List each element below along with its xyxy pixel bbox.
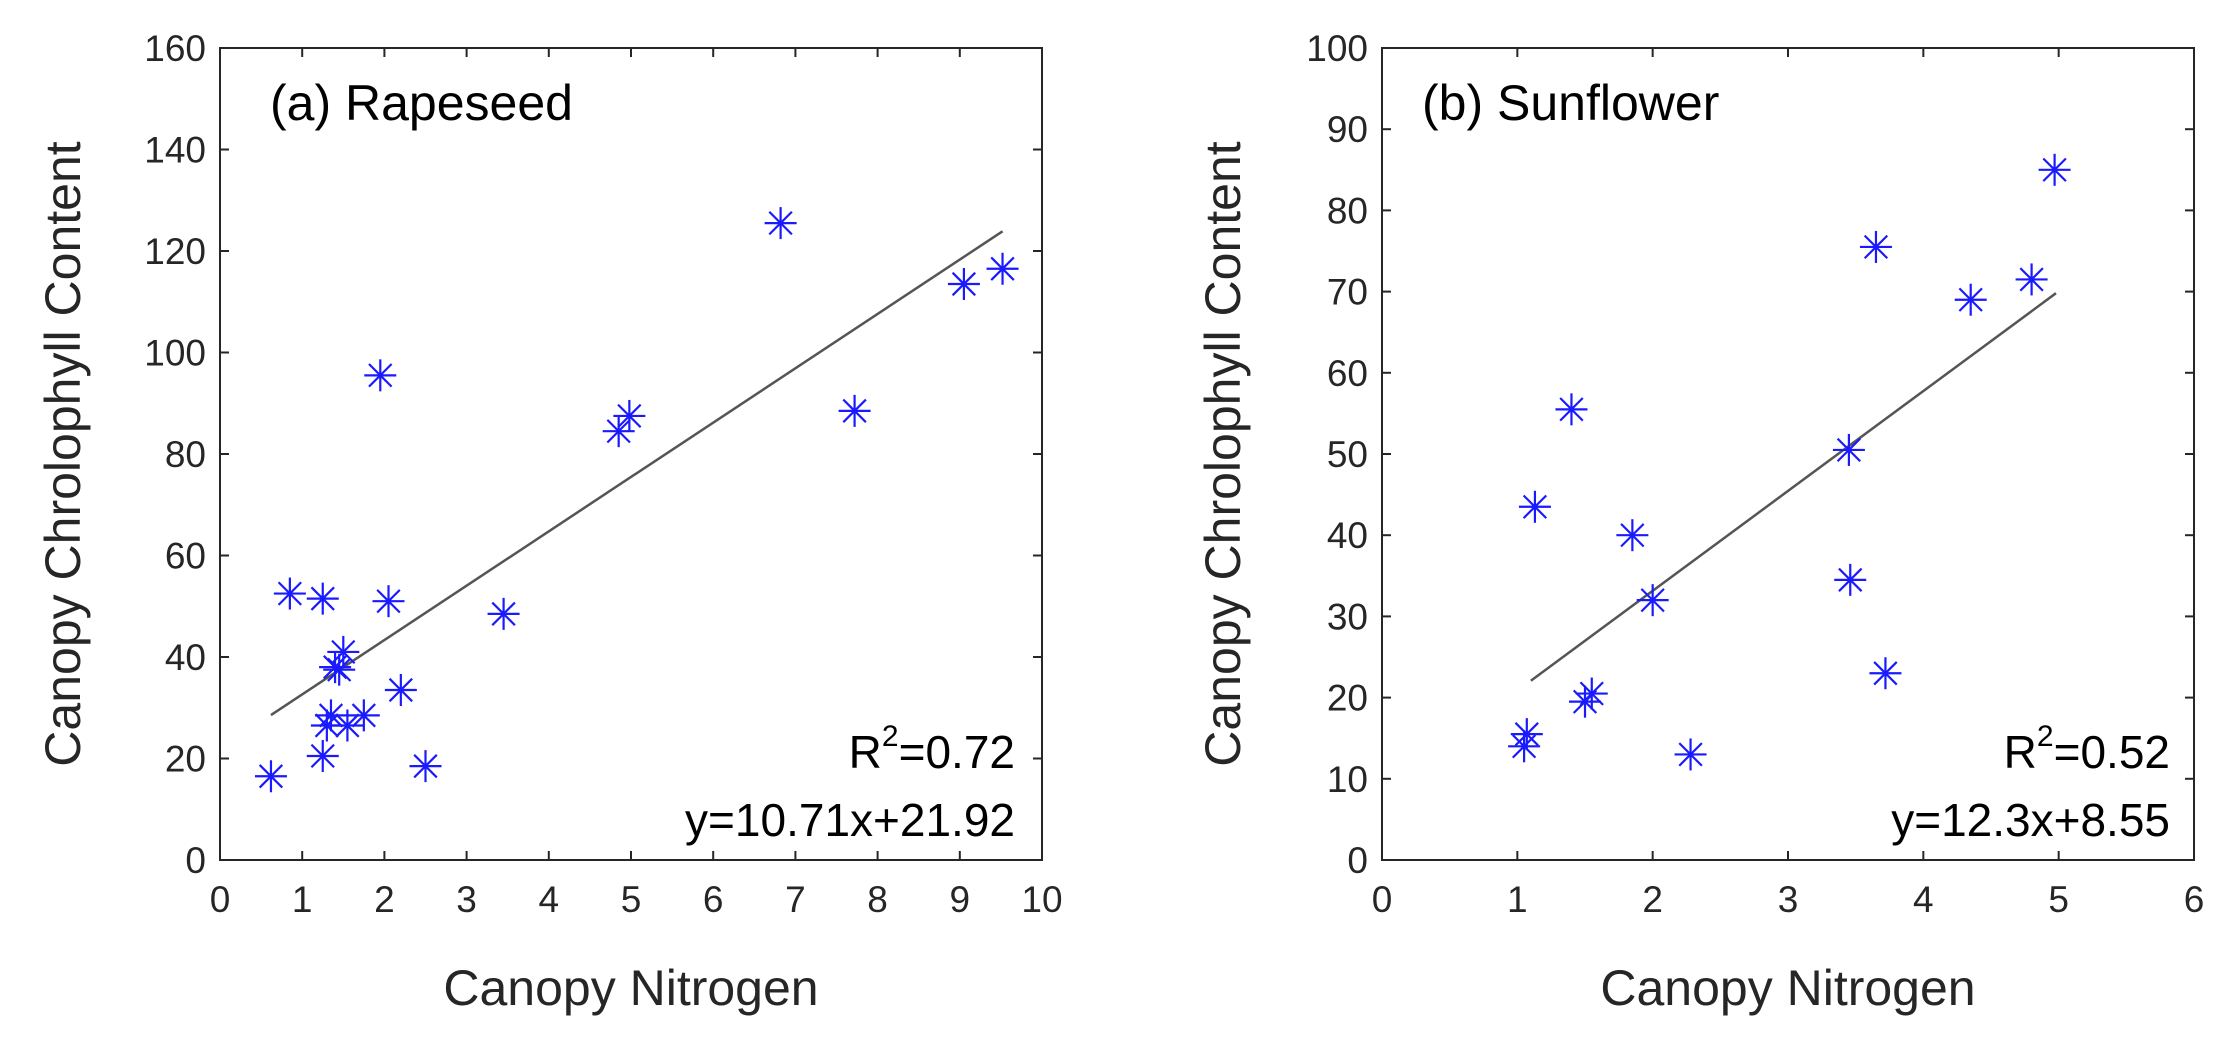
panel-a-x-axis-label: Canopy Nitrogen xyxy=(443,960,818,1016)
x-tick-label: 1 xyxy=(292,879,313,920)
y-tick-label: 20 xyxy=(165,739,206,780)
x-tick-label: 3 xyxy=(1778,879,1799,920)
data-point xyxy=(409,750,442,783)
x-tick-label: 6 xyxy=(703,879,724,920)
data-point xyxy=(2038,153,2071,186)
fit-line xyxy=(270,230,1004,717)
x-tick-label: 1 xyxy=(1507,879,1528,920)
data-point xyxy=(331,709,364,742)
panel-a-fit-line-group xyxy=(270,230,1004,717)
x-tick-label: 10 xyxy=(1021,879,1062,920)
panel-b-x-axis-label: Canopy Nitrogen xyxy=(1600,960,1975,1016)
x-tick-label: 6 xyxy=(2184,879,2205,920)
y-tick-label: 90 xyxy=(1327,109,1368,150)
x-tick-label: 2 xyxy=(1642,879,1663,920)
y-tick-label: 70 xyxy=(1327,272,1368,313)
data-point xyxy=(613,399,646,432)
data-point xyxy=(384,673,417,706)
data-point xyxy=(372,585,405,618)
panel-b-points xyxy=(1508,153,2071,771)
data-point xyxy=(838,394,871,427)
panel-a: 0 20 40 60 80 100 120 140 160 0 1 2 3 4 5 6 7 8 9 10 (a) R… xyxy=(35,28,1063,1016)
y-tick-label: 120 xyxy=(144,231,206,272)
y-tick-label: 10 xyxy=(1327,759,1368,800)
data-point xyxy=(254,760,287,793)
x-tick-label: 2 xyxy=(374,879,395,920)
data-point xyxy=(273,577,306,610)
data-point xyxy=(1518,490,1551,523)
panel-b-r2: R2=0.52 xyxy=(2004,720,2170,778)
x-tick-label: 5 xyxy=(2048,879,2069,920)
data-point xyxy=(1510,718,1543,751)
x-tick-label: 5 xyxy=(621,879,642,920)
data-point xyxy=(487,597,520,630)
panel-b: 0 10 20 30 40 50 60 70 80 90 100 0 1 2 3 4 5 6 (b) Sunfl… xyxy=(1195,28,2204,1016)
data-point xyxy=(1575,677,1608,710)
data-point xyxy=(1832,433,1865,466)
fit-line xyxy=(1530,292,2057,682)
y-tick-label: 100 xyxy=(144,333,206,374)
y-tick-label: 30 xyxy=(1327,596,1368,637)
panel-b-y-axis-label: Canopy Chrolophyll Content xyxy=(1195,141,1251,766)
data-point xyxy=(1869,657,1902,690)
panel-b-equation: y=12.3x+8.55 xyxy=(1891,794,2170,846)
panel-b-y-ticks: 0 10 20 30 40 50 60 70 80 90 100 xyxy=(1306,28,2194,881)
y-tick-label: 140 xyxy=(144,130,206,171)
y-tick-label: 40 xyxy=(1327,515,1368,556)
y-tick-label: 50 xyxy=(1327,434,1368,475)
data-point xyxy=(1954,283,1987,316)
data-point xyxy=(1674,738,1707,771)
data-point xyxy=(602,415,635,448)
y-tick-label: 100 xyxy=(1306,28,1368,69)
data-point xyxy=(986,252,1019,285)
data-point xyxy=(1859,230,1892,263)
data-point xyxy=(1616,519,1649,552)
x-tick-label: 4 xyxy=(1913,879,1934,920)
data-point xyxy=(947,267,980,300)
x-tick-label: 4 xyxy=(539,879,560,920)
data-point xyxy=(364,359,397,392)
data-point xyxy=(306,739,339,772)
y-tick-label: 0 xyxy=(1347,840,1368,881)
data-point xyxy=(323,653,356,686)
data-point xyxy=(314,699,347,732)
data-point xyxy=(306,582,339,615)
y-tick-label: 80 xyxy=(165,434,206,475)
data-point xyxy=(347,699,380,732)
x-tick-label: 7 xyxy=(785,879,806,920)
x-tick-label: 8 xyxy=(867,879,888,920)
panel-b-fit-line-group xyxy=(1530,292,2057,682)
panel-a-y-axis-label: Canopy Chrolophyll Content xyxy=(35,141,91,766)
data-point xyxy=(1636,584,1669,617)
x-tick-label: 0 xyxy=(210,879,231,920)
data-point xyxy=(1834,563,1867,596)
y-tick-label: 20 xyxy=(1327,678,1368,719)
panel-a-title: (a) Rapeseed xyxy=(270,75,573,131)
panel-b-x-ticks: 0 1 2 3 4 5 6 xyxy=(1372,48,2205,920)
y-tick-label: 160 xyxy=(144,28,206,69)
panel-a-equation: y=10.71x+21.92 xyxy=(685,794,1015,846)
x-tick-label: 3 xyxy=(456,879,477,920)
y-tick-label: 60 xyxy=(165,536,206,577)
panel-a-points xyxy=(254,207,1019,793)
data-point xyxy=(2015,263,2048,296)
data-point xyxy=(764,207,797,240)
panel-a-r2: R2=0.72 xyxy=(849,720,1015,778)
y-tick-label: 80 xyxy=(1327,190,1368,231)
data-point xyxy=(1555,393,1588,426)
x-tick-label: 9 xyxy=(950,879,971,920)
panel-a-x-ticks: 0 1 2 3 4 5 6 7 8 9 10 xyxy=(210,48,1063,920)
y-tick-label: 40 xyxy=(165,637,206,678)
panel-b-title: (b) Sunflower xyxy=(1422,75,1719,131)
data-point xyxy=(327,635,360,668)
y-tick-label: 0 xyxy=(185,840,206,881)
x-tick-label: 0 xyxy=(1372,879,1393,920)
panel-a-y-ticks: 0 20 40 60 80 100 120 140 160 xyxy=(144,28,1042,881)
y-tick-label: 60 xyxy=(1327,353,1368,394)
